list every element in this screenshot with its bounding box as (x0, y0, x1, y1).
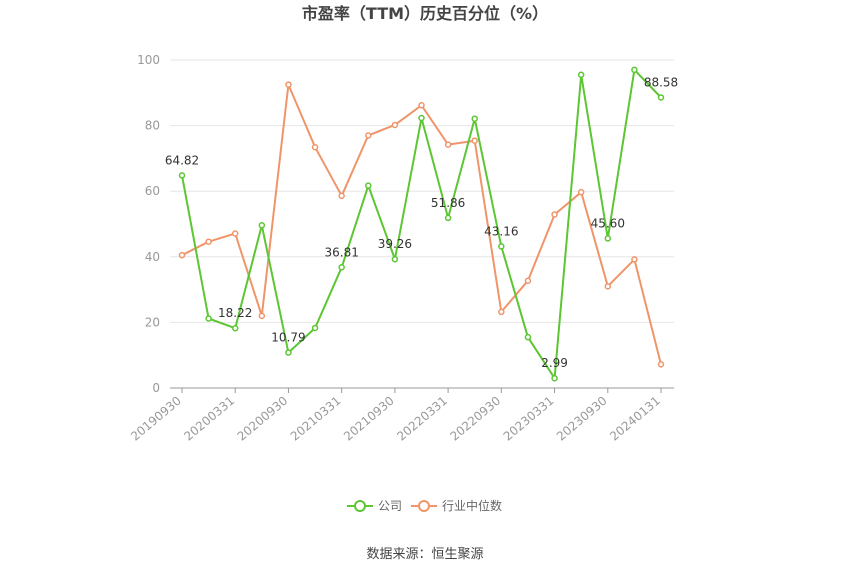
y-tick-label: 0 (152, 381, 160, 395)
source-note: 数据来源：恒生聚源 (366, 547, 483, 562)
data-point (178, 172, 186, 179)
data-label: 2.99 (541, 356, 568, 370)
data-point (551, 211, 558, 218)
legend-marker-industry-median (418, 500, 430, 512)
data-point (657, 361, 665, 368)
data-point (205, 315, 212, 322)
y-tick-label: 60 (145, 184, 160, 198)
x-tick-label: 20210331 (288, 394, 344, 444)
data-point (338, 192, 345, 200)
data-point (657, 94, 665, 101)
data-point (418, 114, 425, 122)
x-tick-label: 20200331 (181, 394, 237, 444)
x-tick-label: 20190930 (128, 394, 184, 444)
y-tick-label: 40 (145, 250, 160, 264)
x-tick-label: 20200930 (235, 394, 291, 444)
legend-marker-company (354, 500, 366, 512)
data-point (524, 333, 532, 341)
y-axis: 0 20 40 60 80 100 (137, 53, 160, 395)
y-tick-label: 80 (145, 119, 160, 133)
legend-label-company: 公司 (378, 499, 402, 513)
data-point (311, 143, 319, 151)
data-point (391, 121, 399, 129)
data-point (604, 235, 612, 242)
data-point (604, 283, 612, 290)
x-tick-label: 20240131 (607, 394, 663, 444)
data-label: 18.22 (218, 306, 252, 320)
data-point (524, 277, 532, 284)
data-point (577, 71, 585, 79)
data-point (498, 308, 505, 316)
y-tick-label: 100 (137, 53, 160, 67)
legend-label-industry-median: 行业中位数 (442, 498, 502, 513)
legend[interactable]: 公司 行业中位数 (347, 498, 502, 513)
data-point (258, 222, 266, 229)
data-point (444, 214, 452, 222)
data-point (231, 230, 239, 237)
data-point (365, 132, 372, 139)
data-point (498, 243, 505, 250)
x-tick-label: 20220930 (447, 394, 503, 444)
data-label: 43.16 (484, 224, 518, 238)
data-label: 88.58 (644, 75, 678, 89)
data-point (471, 137, 478, 144)
series-company: 64.82 18.22 10.79 36.81 39.26 51.86 43.16 2.99 4… (165, 66, 678, 382)
chart-title: 市盈率（TTM）历史百分位（%） (302, 4, 548, 23)
data-point (311, 324, 319, 332)
data-point (577, 188, 585, 196)
data-point (418, 102, 425, 109)
data-label: 39.26 (378, 237, 412, 251)
data-label: 51.86 (431, 196, 465, 210)
data-point (178, 251, 186, 259)
data-point (365, 182, 372, 189)
series-industry-median (178, 81, 665, 368)
data-point (551, 374, 558, 382)
data-label: 64.82 (165, 153, 199, 167)
data-point (285, 81, 292, 88)
x-axis: 2019093020200331202009302021033120210930… (128, 387, 674, 444)
data-point (231, 324, 239, 332)
data-label: 36.81 (324, 245, 358, 259)
x-tick-label: 20220331 (394, 394, 450, 444)
data-point (444, 141, 452, 148)
x-tick-label: 20230930 (554, 394, 610, 444)
x-tick-label: 20230331 (501, 394, 557, 444)
x-tick-label: 20210930 (341, 394, 397, 444)
y-tick-label: 20 (145, 315, 160, 329)
legend-item-industry-median[interactable]: 行业中位数 (411, 498, 502, 513)
data-point (631, 66, 638, 74)
data-point (258, 312, 266, 320)
data-point (338, 264, 345, 271)
data-label: 45.60 (591, 216, 625, 230)
legend-item-company[interactable]: 公司 (347, 499, 402, 513)
data-label: 10.79 (271, 331, 305, 345)
data-point (631, 256, 638, 263)
data-point (285, 349, 292, 356)
series-layer: 64.82 18.22 10.79 36.81 39.26 51.86 43.16 2.99 4… (165, 66, 678, 382)
data-point (205, 238, 212, 245)
data-point (471, 115, 478, 122)
data-point (391, 255, 399, 263)
grid-lines (170, 59, 674, 323)
